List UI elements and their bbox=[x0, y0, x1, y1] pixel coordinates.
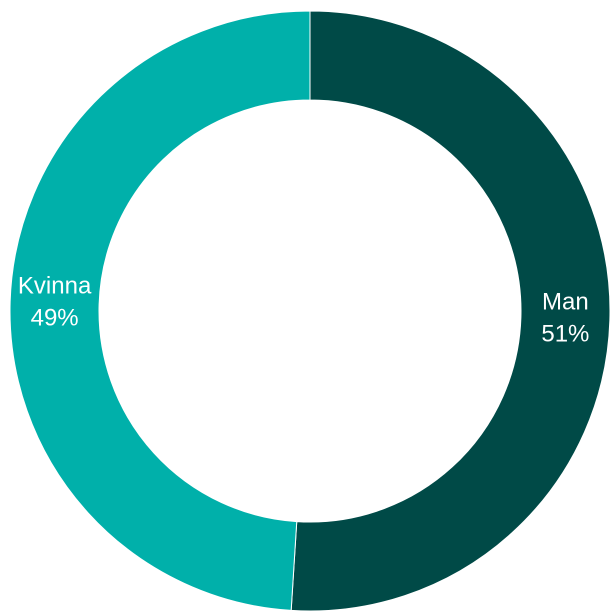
value-label: 49% bbox=[31, 304, 79, 331]
segment-label: Man bbox=[542, 288, 589, 315]
donut-segment bbox=[290, 10, 610, 612]
donut-segment bbox=[9, 10, 311, 611]
value-label: 51% bbox=[541, 320, 589, 347]
segment-label: Kvinna bbox=[18, 272, 92, 299]
